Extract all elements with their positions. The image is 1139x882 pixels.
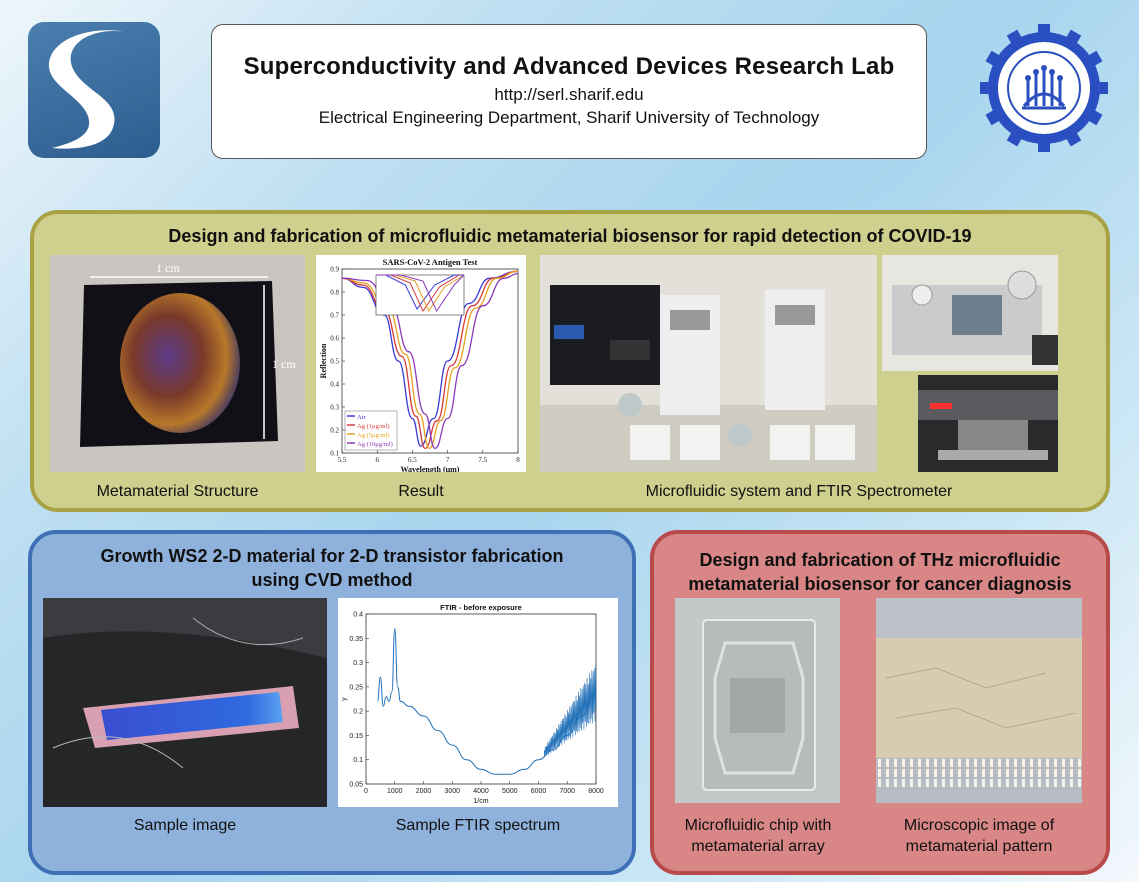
chip-caption-line2: metamaterial array — [691, 838, 825, 855]
result-chart: SARS-CoV-2 Antigen Test 5.5 6 6.5 7 7.5 8 0.1 0.… — [316, 255, 526, 472]
ftir-chart-svg: FTIR - before exposure 0 1000 2000 3000 4000 5… — [341, 603, 604, 805]
system-caption: Microfluidic system and FTIR Spectromete… — [645, 483, 953, 500]
university-seal — [978, 22, 1110, 154]
x-tick-label: 1000 — [387, 788, 403, 795]
x-tick-label: 6 — [375, 456, 379, 464]
ws2-sample-image — [43, 598, 327, 807]
x-axis-label: 1/cm — [473, 798, 488, 805]
y-tick-label: 0.25 — [349, 684, 363, 691]
legend-entry: Air — [357, 414, 367, 421]
y-tick-label: 0.2 — [353, 709, 363, 716]
result-caption: Result — [398, 483, 444, 500]
ftir-noise-band — [543, 664, 597, 758]
y-tick-label: 0.05 — [349, 782, 363, 789]
inset-plot — [375, 274, 465, 316]
lab-url[interactable]: http://serl.sharif.edu — [494, 85, 644, 104]
y-tick-label: 0.1 — [330, 450, 339, 458]
micro-caption-line1: Microscopic image of — [903, 817, 1055, 834]
header-box: Superconductivity and Advanced Devices R… — [211, 24, 927, 159]
x-tick-label: 7.5 — [478, 456, 487, 464]
chart-title: SARS-CoV-2 Antigen Test — [383, 257, 478, 267]
legend-entry: Ag (5μg/ml) — [357, 432, 390, 439]
department-name: Electrical Engineering Department, Shari… — [318, 108, 820, 127]
gear-seal-icon — [980, 24, 1108, 152]
x-tick-label: 6000 — [531, 788, 547, 795]
y-tick-label: 0.15 — [349, 733, 363, 740]
y-tick-label: 0.35 — [349, 636, 363, 643]
y-tick-label: 0.1 — [353, 757, 363, 764]
metamaterial-structure-image: 1 cm 1 cm — [50, 255, 305, 472]
x-tick-label: 6.5 — [408, 456, 417, 464]
x-tick-label: 8000 — [588, 788, 604, 795]
microfluidic-system-image — [540, 255, 877, 472]
y-tick-label: 0.2 — [330, 427, 339, 435]
x-tick-label: 7 — [446, 456, 450, 464]
x-axis-label: Wavelength (μm) — [401, 465, 460, 472]
ws2-ftir-caption: Sample FTIR spectrum — [395, 817, 561, 834]
ws2-title-line2: using CVD method — [251, 570, 413, 590]
y-tick-label: 0.6 — [330, 335, 339, 343]
y-tick-label: 0.4 — [330, 381, 339, 389]
y-axis-label: y — [341, 697, 348, 701]
y-tick-label: 0.3 — [330, 404, 339, 412]
x-tick-label: 3000 — [444, 788, 460, 795]
plot-frame — [365, 613, 597, 785]
microfluidic-chip-image — [675, 598, 840, 803]
s-logo-icon — [48, 30, 126, 149]
chip-caption-line1: Microfluidic chip with — [684, 817, 832, 834]
x-tick-label: 5000 — [502, 788, 518, 795]
series-line-0 — [377, 628, 597, 775]
covid-panel-title: Design and fabrication of microfluidic m… — [168, 226, 972, 246]
lab-title: Superconductivity and Advanced Devices R… — [243, 53, 895, 80]
y-tick-label: 0.9 — [330, 266, 339, 274]
ws2-title-line1: Growth WS2 2-D material for 2-D transist… — [100, 546, 564, 566]
y-tick-label: 0.3 — [353, 660, 363, 667]
x-tick-label: 0 — [364, 788, 368, 795]
y-tick-label: 0.8 — [330, 289, 339, 297]
reflection-chart-svg: SARS-CoV-2 Antigen Test 5.5 6 6.5 7 7.5 8 0.1 0.… — [319, 257, 520, 472]
chart-title: FTIR - before exposure — [440, 603, 522, 612]
thz-title-line1: Design and fabrication of THz microfluid… — [699, 550, 1061, 570]
ftir-spectrum-chart: FTIR - before exposure 0 1000 2000 3000 4000 5… — [338, 598, 618, 807]
x-tick-label: 5.5 — [338, 456, 347, 464]
ftir-measurement-image — [918, 375, 1058, 472]
microscopic-pattern-image — [876, 598, 1082, 803]
ftir-spectrometer-image — [882, 255, 1058, 371]
dimension-top-label: 1 cm — [156, 261, 180, 275]
lab-logo — [28, 22, 160, 158]
dimension-right-label: 1 cm — [272, 357, 296, 371]
y-tick-label: 0.4 — [353, 612, 363, 619]
x-tick-label: 7000 — [559, 788, 575, 795]
ws2-sample-caption: Sample image — [133, 817, 237, 834]
legend-entry: Ag (1μg/ml) — [357, 423, 390, 430]
metamaterial-caption: Metamaterial Structure — [96, 483, 259, 500]
legend-entry: Ag (10μg/ml) — [357, 441, 393, 448]
x-tick-label: 8 — [516, 456, 520, 464]
x-tick-label: 2000 — [416, 788, 432, 795]
thz-title-line2: metamaterial biosensor for cancer diagno… — [688, 574, 1072, 594]
y-axis-label: Reflection — [319, 343, 328, 378]
micro-caption-line2: metamaterial pattern — [905, 838, 1053, 855]
y-tick-label: 0.5 — [330, 358, 339, 366]
y-tick-label: 0.7 — [330, 312, 339, 320]
x-tick-label: 4000 — [473, 788, 489, 795]
